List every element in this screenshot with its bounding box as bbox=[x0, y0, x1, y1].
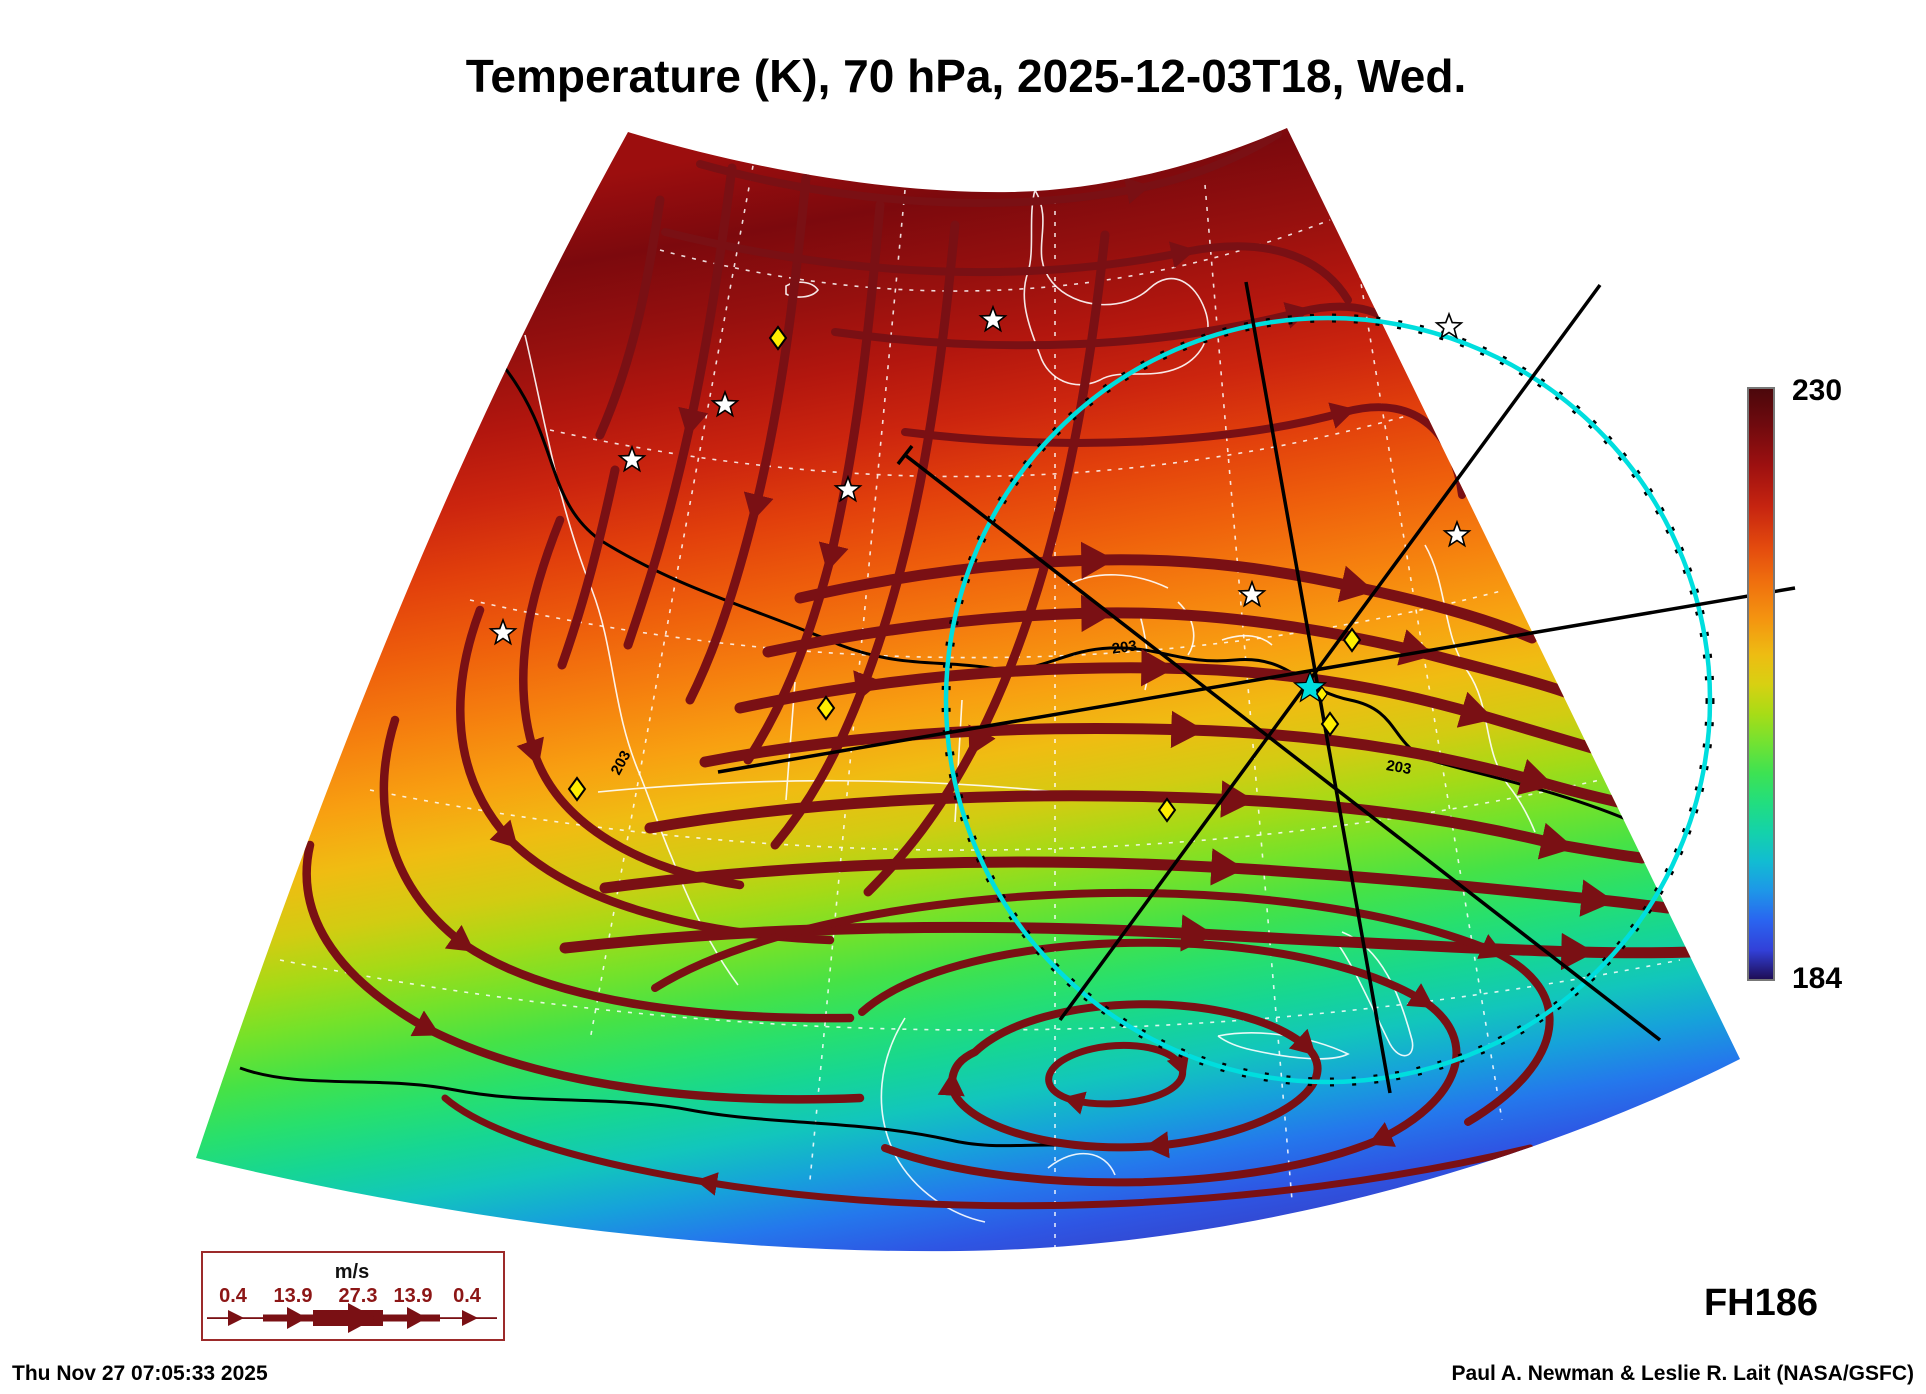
streamline bbox=[379, 715, 855, 1023]
wind-legend: m/s 0.4 13.9 27.3 13.9 0.4 bbox=[201, 1251, 505, 1341]
coastline bbox=[1023, 189, 1209, 386]
contour-label: 203 bbox=[1385, 757, 1413, 778]
track-line bbox=[1058, 283, 1602, 1022]
track-end-tick bbox=[896, 444, 914, 466]
colorbar-min-label: 184 bbox=[1792, 962, 1842, 995]
streamline bbox=[516, 515, 745, 890]
legend-arrowhead bbox=[228, 1310, 244, 1326]
streamline bbox=[661, 228, 1352, 304]
streamline bbox=[696, 130, 1282, 207]
coastline bbox=[524, 334, 673, 859]
legend-arrowhead bbox=[407, 1307, 427, 1329]
wind-legend-arrow bbox=[207, 1303, 497, 1333]
wind-legend-value: 27.3 bbox=[339, 1285, 378, 1307]
wind-legend-value: 13.9 bbox=[394, 1285, 433, 1307]
page-title: Temperature (K), 70 hPa, 2025-12-03T18, … bbox=[466, 50, 1466, 102]
graticule-line bbox=[659, 219, 1331, 292]
streamline bbox=[456, 605, 835, 945]
streamline bbox=[557, 465, 620, 670]
colorbar-gradient bbox=[1747, 387, 1775, 981]
graticule-line bbox=[549, 414, 1411, 478]
temperature-field bbox=[196, 128, 1740, 1252]
streamline bbox=[644, 780, 1648, 864]
wind-legend-value: 0.4 bbox=[219, 1285, 248, 1307]
streamline bbox=[441, 1094, 1534, 1210]
streamline bbox=[651, 889, 1554, 1126]
streamline bbox=[623, 163, 737, 650]
graticule-line bbox=[589, 154, 756, 1041]
wind-legend-value: 0.4 bbox=[453, 1285, 482, 1307]
streamline bbox=[599, 848, 1674, 917]
streamline bbox=[937, 1000, 1322, 1159]
streamline bbox=[685, 173, 811, 705]
legend-arrowhead bbox=[348, 1303, 376, 1333]
track-line bbox=[717, 586, 1796, 774]
colorbar: 230 184 bbox=[1747, 374, 1842, 995]
timestamp-label: Thu Nov 27 07:05:33 2025 bbox=[12, 1362, 268, 1385]
overlay-tracks bbox=[717, 281, 1796, 1094]
credit-label: Paul A. Newman & Leslie R. Lait (NASA/GS… bbox=[1452, 1362, 1914, 1385]
contour-label: 203 bbox=[1111, 637, 1138, 657]
colorbar-max-label: 230 bbox=[1792, 374, 1842, 407]
legend-arrowhead bbox=[287, 1307, 307, 1329]
legend-arrowhead bbox=[462, 1310, 478, 1326]
streamline bbox=[595, 195, 665, 440]
map-fan: 203 203 203 bbox=[196, 128, 1740, 1252]
streamline bbox=[794, 541, 1538, 644]
wind-legend-value: 13.9 bbox=[274, 1285, 313, 1307]
streamline bbox=[302, 840, 865, 1104]
wind-legend-units: m/s bbox=[335, 1261, 369, 1283]
forecast-hour-label: FH186 bbox=[1704, 1282, 1818, 1324]
border-line bbox=[597, 779, 1059, 793]
track-line bbox=[903, 453, 1662, 1042]
range-ring bbox=[943, 315, 1713, 1085]
